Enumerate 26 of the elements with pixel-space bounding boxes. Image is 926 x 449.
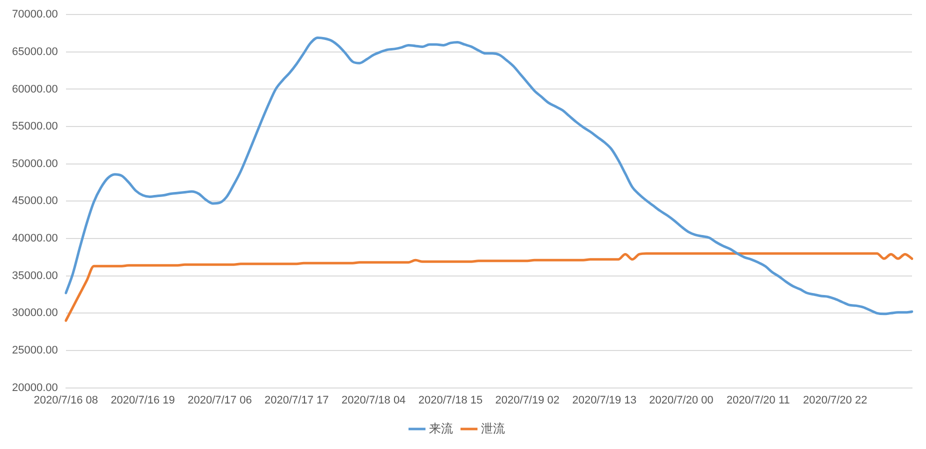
y-tick-label: 70000.00 xyxy=(12,8,58,21)
y-tick-label: 45000.00 xyxy=(12,195,58,208)
y-tick-label: 55000.00 xyxy=(12,120,58,133)
legend-label: 来流 xyxy=(429,421,453,436)
y-tick-label: 60000.00 xyxy=(12,83,58,96)
y-tick-label: 25000.00 xyxy=(12,344,58,357)
x-tick-label: 2020/7/19 13 xyxy=(572,394,636,406)
x-tick-label: 2020/7/17 17 xyxy=(264,394,329,406)
x-tick-label: 2020/7/16 08 xyxy=(34,394,98,406)
x-tick-label: 2020/7/18 15 xyxy=(418,394,483,406)
x-tick-label: 2020/7/16 19 xyxy=(110,394,175,406)
x-tick-label: 2020/7/18 04 xyxy=(341,394,406,406)
line-series xyxy=(64,252,914,322)
y-tick-label: 65000.00 xyxy=(12,46,58,58)
x-tick-label: 2020/7/20 00 xyxy=(649,394,714,406)
x-tick-label: 2020/7/19 02 xyxy=(495,394,560,406)
x-tick-label: 2020/7/20 11 xyxy=(726,394,790,406)
y-tick-label: 40000.00 xyxy=(12,232,58,245)
y-tick-label: 50000.00 xyxy=(12,158,58,170)
y-tick-label: 35000.00 xyxy=(12,270,58,282)
x-tick-label: 2020/7/17 06 xyxy=(188,394,252,406)
x-tick-label: 2020/7/20 22 xyxy=(802,394,868,406)
y-tick-label: 30000.00 xyxy=(12,307,58,320)
y-tick-label: 20000.00 xyxy=(12,382,58,394)
legend-label: 泄流 xyxy=(481,421,505,436)
line-series xyxy=(64,36,914,316)
